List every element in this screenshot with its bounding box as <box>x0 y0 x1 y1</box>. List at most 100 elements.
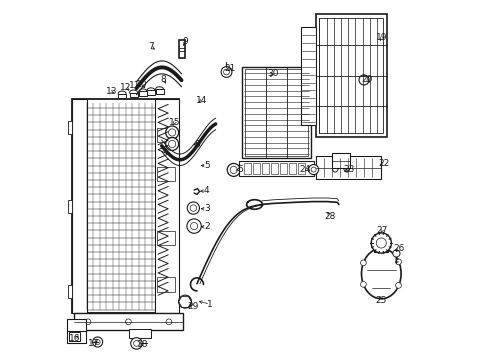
Circle shape <box>165 126 178 139</box>
Ellipse shape <box>146 88 155 93</box>
FancyBboxPatch shape <box>146 90 155 95</box>
FancyBboxPatch shape <box>67 319 86 343</box>
FancyBboxPatch shape <box>239 161 313 176</box>
FancyBboxPatch shape <box>69 332 80 341</box>
FancyBboxPatch shape <box>331 153 349 168</box>
Circle shape <box>227 163 240 176</box>
FancyBboxPatch shape <box>155 89 163 94</box>
Circle shape <box>166 319 171 325</box>
FancyBboxPatch shape <box>262 163 268 174</box>
Circle shape <box>310 167 316 172</box>
Circle shape <box>308 165 318 175</box>
Text: 2: 2 <box>203 222 209 231</box>
FancyBboxPatch shape <box>298 163 304 174</box>
Circle shape <box>395 259 401 265</box>
Circle shape <box>92 337 102 347</box>
Circle shape <box>130 338 142 349</box>
Circle shape <box>168 129 175 136</box>
Text: 10: 10 <box>136 80 147 89</box>
Text: 16: 16 <box>69 334 80 343</box>
FancyBboxPatch shape <box>68 121 72 134</box>
FancyBboxPatch shape <box>280 163 286 174</box>
Text: 19: 19 <box>375 33 387 42</box>
Ellipse shape <box>361 248 400 299</box>
Text: 8: 8 <box>160 75 166 84</box>
Text: 13: 13 <box>105 87 117 96</box>
FancyBboxPatch shape <box>139 91 146 96</box>
Text: 27: 27 <box>376 226 387 235</box>
Circle shape <box>190 222 197 230</box>
FancyBboxPatch shape <box>242 67 310 158</box>
FancyBboxPatch shape <box>129 93 137 97</box>
Ellipse shape <box>139 89 146 94</box>
Circle shape <box>360 282 366 287</box>
Text: 7: 7 <box>148 42 153 51</box>
FancyBboxPatch shape <box>155 99 178 313</box>
FancyBboxPatch shape <box>68 199 72 212</box>
FancyBboxPatch shape <box>253 163 259 174</box>
Circle shape <box>221 67 231 77</box>
Text: 4: 4 <box>203 186 209 195</box>
Text: 14: 14 <box>195 96 206 105</box>
Circle shape <box>360 260 366 266</box>
FancyBboxPatch shape <box>157 231 175 246</box>
Circle shape <box>125 319 131 325</box>
Circle shape <box>178 295 191 308</box>
FancyBboxPatch shape <box>270 163 277 174</box>
Circle shape <box>85 319 91 325</box>
FancyBboxPatch shape <box>244 163 250 174</box>
Text: 23: 23 <box>343 165 354 174</box>
Text: 6: 6 <box>237 165 243 174</box>
Text: 15: 15 <box>168 118 180 127</box>
Circle shape <box>133 341 139 346</box>
Text: 26: 26 <box>393 244 404 253</box>
Circle shape <box>190 205 196 211</box>
FancyBboxPatch shape <box>315 14 386 137</box>
Circle shape <box>392 250 399 257</box>
Circle shape <box>168 140 175 148</box>
FancyBboxPatch shape <box>179 40 184 58</box>
Text: 21: 21 <box>224 64 235 73</box>
Circle shape <box>375 238 386 248</box>
Text: 11: 11 <box>129 81 140 90</box>
Text: 25: 25 <box>375 296 386 305</box>
FancyBboxPatch shape <box>316 156 380 179</box>
FancyBboxPatch shape <box>301 27 316 125</box>
Circle shape <box>370 233 390 253</box>
Text: 30: 30 <box>266 69 278 78</box>
Text: 9: 9 <box>182 37 187 46</box>
Circle shape <box>186 219 201 233</box>
Text: 3: 3 <box>203 204 209 213</box>
Text: 28: 28 <box>324 212 335 220</box>
FancyBboxPatch shape <box>157 128 175 142</box>
FancyBboxPatch shape <box>72 99 87 313</box>
Text: 29: 29 <box>187 302 199 311</box>
FancyBboxPatch shape <box>73 313 183 330</box>
Text: 12: 12 <box>120 83 131 92</box>
Text: 17: 17 <box>88 339 100 348</box>
Circle shape <box>187 202 199 214</box>
Text: 24: 24 <box>299 165 310 174</box>
Text: 18: 18 <box>137 340 148 349</box>
Text: 5: 5 <box>203 161 209 170</box>
Ellipse shape <box>155 87 163 92</box>
FancyBboxPatch shape <box>129 329 151 338</box>
Text: 20: 20 <box>361 75 372 84</box>
Circle shape <box>223 69 229 75</box>
Circle shape <box>230 166 237 174</box>
FancyBboxPatch shape <box>157 167 175 181</box>
Circle shape <box>95 339 100 345</box>
Text: 22: 22 <box>378 159 389 168</box>
FancyBboxPatch shape <box>288 163 295 174</box>
Text: 6: 6 <box>194 140 200 149</box>
Circle shape <box>395 283 401 288</box>
Circle shape <box>165 138 178 150</box>
Ellipse shape <box>118 91 126 96</box>
FancyBboxPatch shape <box>68 285 72 298</box>
Ellipse shape <box>129 90 137 95</box>
FancyBboxPatch shape <box>373 244 387 252</box>
FancyBboxPatch shape <box>157 277 175 292</box>
Circle shape <box>358 75 368 85</box>
Text: 1: 1 <box>207 300 213 309</box>
FancyBboxPatch shape <box>118 94 126 98</box>
